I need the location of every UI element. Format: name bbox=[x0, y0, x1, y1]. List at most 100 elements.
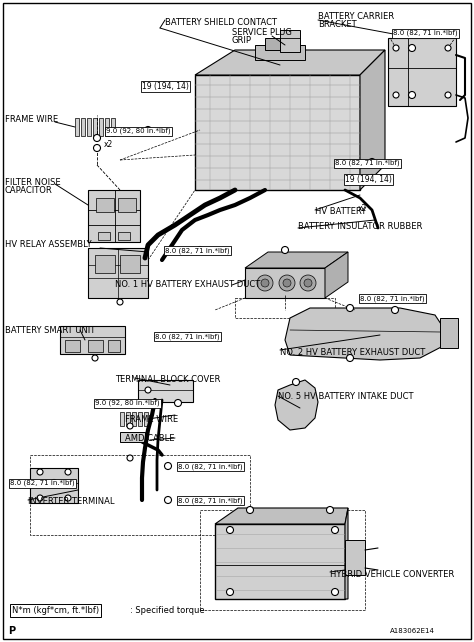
Circle shape bbox=[368, 175, 375, 182]
Bar bbox=[120, 255, 140, 273]
Circle shape bbox=[65, 469, 71, 475]
Text: HYBRID VEHICLE CONVERTER: HYBRID VEHICLE CONVERTER bbox=[330, 570, 454, 579]
Circle shape bbox=[392, 295, 399, 302]
Circle shape bbox=[37, 469, 43, 475]
Text: INVERTER TERMINAL: INVERTER TERMINAL bbox=[28, 497, 115, 506]
Bar bbox=[88, 190, 140, 242]
Circle shape bbox=[331, 589, 338, 596]
Polygon shape bbox=[215, 508, 348, 524]
Bar bbox=[200, 510, 365, 610]
Bar bbox=[118, 198, 136, 212]
Bar bbox=[132, 412, 136, 426]
Circle shape bbox=[327, 507, 334, 514]
Bar bbox=[118, 232, 130, 240]
Circle shape bbox=[331, 526, 338, 534]
Text: FILTER NOISE: FILTER NOISE bbox=[5, 178, 61, 187]
Bar bbox=[235, 298, 335, 318]
Polygon shape bbox=[325, 252, 348, 298]
Text: x2: x2 bbox=[358, 204, 367, 213]
Text: NO. 1 HV BATTERY EXHAUST DUCT: NO. 1 HV BATTERY EXHAUST DUCT bbox=[115, 280, 260, 289]
Text: 8.0 (82, 71 in.*lbf): 8.0 (82, 71 in.*lbf) bbox=[335, 160, 400, 166]
Text: A183062E14: A183062E14 bbox=[390, 628, 435, 634]
Circle shape bbox=[246, 507, 254, 514]
Bar bbox=[138, 412, 142, 426]
Bar bbox=[345, 540, 365, 575]
Text: 9.0 (92, 80 in.*lbf): 9.0 (92, 80 in.*lbf) bbox=[95, 400, 160, 406]
Circle shape bbox=[174, 399, 182, 406]
Text: 8.0 (82, 71 in.*lbf): 8.0 (82, 71 in.*lbf) bbox=[155, 333, 219, 340]
Circle shape bbox=[283, 279, 291, 287]
Circle shape bbox=[282, 247, 289, 254]
Text: 8.0 (82, 71 in.*lbf): 8.0 (82, 71 in.*lbf) bbox=[165, 247, 229, 254]
Text: SERVICE PLUG: SERVICE PLUG bbox=[232, 28, 292, 37]
Circle shape bbox=[127, 423, 133, 429]
Bar bbox=[280, 30, 300, 52]
Circle shape bbox=[179, 82, 185, 89]
Bar bbox=[120, 432, 145, 442]
Circle shape bbox=[92, 355, 98, 361]
Bar bbox=[388, 38, 456, 106]
Bar bbox=[88, 248, 148, 298]
Bar bbox=[81, 118, 85, 136]
Bar bbox=[440, 318, 458, 348]
Text: x2: x2 bbox=[104, 140, 113, 149]
Circle shape bbox=[368, 159, 375, 166]
Circle shape bbox=[145, 126, 152, 134]
Polygon shape bbox=[285, 308, 445, 360]
Text: BATTERY SHIELD CONTACT: BATTERY SHIELD CONTACT bbox=[165, 18, 277, 27]
Circle shape bbox=[279, 275, 295, 291]
Text: BATTERY SMART UNIT: BATTERY SMART UNIT bbox=[5, 326, 95, 335]
Circle shape bbox=[186, 333, 193, 340]
Bar bbox=[255, 45, 305, 60]
Circle shape bbox=[197, 247, 203, 254]
Polygon shape bbox=[275, 380, 318, 430]
Bar bbox=[60, 326, 125, 354]
Circle shape bbox=[392, 306, 399, 313]
Circle shape bbox=[65, 495, 71, 501]
Text: 19 (194, 14): 19 (194, 14) bbox=[345, 175, 392, 184]
Text: 8.0 (82, 71 in.*lbf): 8.0 (82, 71 in.*lbf) bbox=[10, 480, 74, 487]
Text: 8.0 (82, 71 in.*lbf): 8.0 (82, 71 in.*lbf) bbox=[393, 30, 457, 37]
Circle shape bbox=[346, 354, 354, 361]
Bar bbox=[87, 118, 91, 136]
Circle shape bbox=[37, 495, 43, 501]
Circle shape bbox=[409, 92, 416, 98]
Circle shape bbox=[164, 496, 172, 503]
Text: FRAME WIRE: FRAME WIRE bbox=[5, 115, 58, 124]
Text: P: P bbox=[8, 626, 15, 636]
Circle shape bbox=[145, 387, 151, 393]
Circle shape bbox=[304, 279, 312, 287]
Bar bbox=[120, 412, 124, 426]
Bar bbox=[30, 455, 250, 535]
Bar bbox=[75, 118, 79, 136]
Bar bbox=[138, 380, 193, 402]
Text: N*m (kgf*cm, ft.*lbf): N*m (kgf*cm, ft.*lbf) bbox=[12, 606, 99, 615]
Circle shape bbox=[292, 379, 300, 385]
Bar bbox=[108, 340, 120, 352]
Bar bbox=[111, 118, 115, 136]
Circle shape bbox=[409, 44, 416, 51]
Bar bbox=[93, 118, 97, 136]
Text: 8.0 (82, 71 in.*lbf): 8.0 (82, 71 in.*lbf) bbox=[178, 463, 243, 469]
Polygon shape bbox=[195, 50, 385, 75]
Bar bbox=[96, 198, 114, 212]
Text: AMD CABLE: AMD CABLE bbox=[125, 434, 174, 443]
Text: CAPACITOR: CAPACITOR bbox=[5, 186, 53, 195]
Circle shape bbox=[227, 526, 234, 534]
Bar bbox=[245, 268, 325, 298]
Circle shape bbox=[257, 275, 273, 291]
Text: 8.0 (82, 71 in.*lbf): 8.0 (82, 71 in.*lbf) bbox=[360, 295, 425, 302]
Text: 9.0 (92, 80 in.*lbf): 9.0 (92, 80 in.*lbf) bbox=[106, 128, 171, 135]
Bar bbox=[88, 340, 103, 352]
Circle shape bbox=[51, 480, 57, 487]
Text: HV RELAY ASSEMBLY: HV RELAY ASSEMBLY bbox=[5, 240, 91, 249]
Circle shape bbox=[164, 462, 172, 469]
Circle shape bbox=[393, 92, 399, 98]
Circle shape bbox=[300, 275, 316, 291]
Text: TERMINAL BLOCK COVER: TERMINAL BLOCK COVER bbox=[115, 375, 220, 384]
Text: NO. 5 HV BATTERY INTAKE DUCT: NO. 5 HV BATTERY INTAKE DUCT bbox=[278, 392, 413, 401]
Circle shape bbox=[127, 455, 133, 461]
Bar bbox=[215, 524, 345, 599]
Bar bbox=[144, 412, 148, 426]
Bar bbox=[105, 118, 109, 136]
